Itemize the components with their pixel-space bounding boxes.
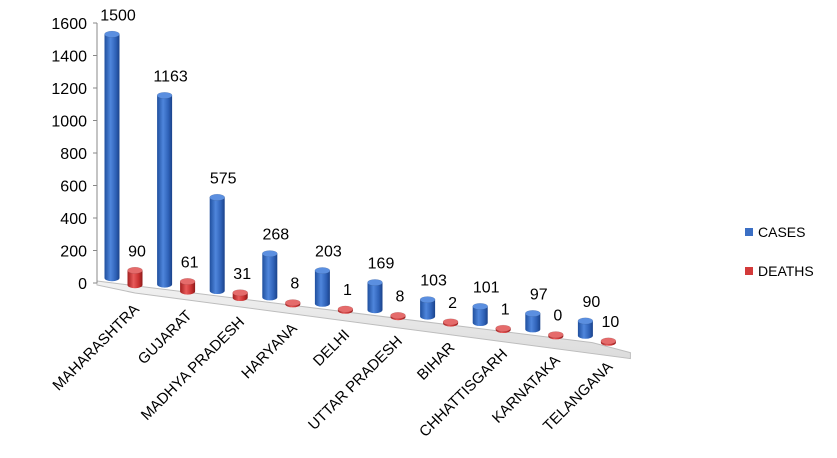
y-tick-label: 200 xyxy=(60,244,87,261)
y-tick-label: 1600 xyxy=(51,16,87,33)
cases-bar xyxy=(104,30,120,282)
deaths-bar xyxy=(337,305,354,314)
x-category-label: MADHYA PRADESH xyxy=(138,314,248,424)
cases-data-label: 169 xyxy=(368,256,395,273)
deaths-data-label: 0 xyxy=(553,308,562,325)
deaths-bar xyxy=(495,324,511,333)
cases-bar xyxy=(577,317,594,339)
deaths-bar xyxy=(127,266,143,289)
cases-data-label: 268 xyxy=(262,227,289,244)
cases-data-label: 97 xyxy=(530,286,548,303)
deaths-bar xyxy=(600,337,617,346)
x-category-label: BIHAR xyxy=(414,339,459,384)
cases-data-label: 101 xyxy=(473,279,500,296)
x-category-label: DELHI xyxy=(310,326,353,369)
cases-data-label: 103 xyxy=(420,273,447,290)
cases-bar xyxy=(262,250,278,301)
chart-floor xyxy=(96,280,631,360)
x-category-label: MAHARASHTRA xyxy=(49,301,142,394)
deaths-bar xyxy=(390,312,406,321)
y-tick-label: 1000 xyxy=(51,114,87,131)
deaths-data-label: 90 xyxy=(128,243,146,260)
x-category-label: GUJARAT xyxy=(135,307,196,368)
cases-bar xyxy=(419,296,436,320)
legend-swatch xyxy=(745,267,753,275)
deaths-bar xyxy=(548,331,564,340)
legend-label: CASES xyxy=(758,224,805,240)
cases-data-label: 203 xyxy=(315,244,342,261)
y-tick-label: 0 xyxy=(78,276,87,293)
legend-label: DEATHS xyxy=(758,263,814,279)
deaths-data-label: 8 xyxy=(396,289,405,306)
deaths-bar xyxy=(285,299,301,308)
cases-bar xyxy=(367,279,383,314)
cases-bar xyxy=(156,91,173,288)
deaths-bar xyxy=(179,278,196,295)
y-tick-label: 800 xyxy=(60,146,87,163)
deaths-data-label: 1 xyxy=(501,301,510,318)
x-category-label: HARYANA xyxy=(238,320,300,382)
deaths-data-label: 31 xyxy=(233,266,251,283)
deaths-data-label: 61 xyxy=(181,254,199,271)
cases-bar xyxy=(314,267,331,307)
y-tick-label: 400 xyxy=(60,211,87,228)
cases-bar xyxy=(209,193,225,294)
cases-bar xyxy=(472,302,488,326)
deaths-bar xyxy=(232,289,248,301)
deaths-data-label: 2 xyxy=(448,295,457,312)
deaths-data-label: 1 xyxy=(343,282,352,299)
deaths-data-label: 10 xyxy=(602,314,620,331)
cases-data-label: 1163 xyxy=(153,68,188,85)
deaths-bar xyxy=(442,318,459,327)
y-tick-label: 1400 xyxy=(51,49,87,66)
cases-data-label: 575 xyxy=(210,170,237,187)
legend-swatch xyxy=(745,228,753,236)
cases-bar xyxy=(525,309,541,333)
y-tick-label: 1200 xyxy=(51,81,87,98)
deaths-data-label: 8 xyxy=(290,276,299,293)
y-tick-label: 600 xyxy=(60,179,87,196)
cases-data-label: 90 xyxy=(583,294,601,311)
cases-data-label: 1500 xyxy=(100,7,136,24)
